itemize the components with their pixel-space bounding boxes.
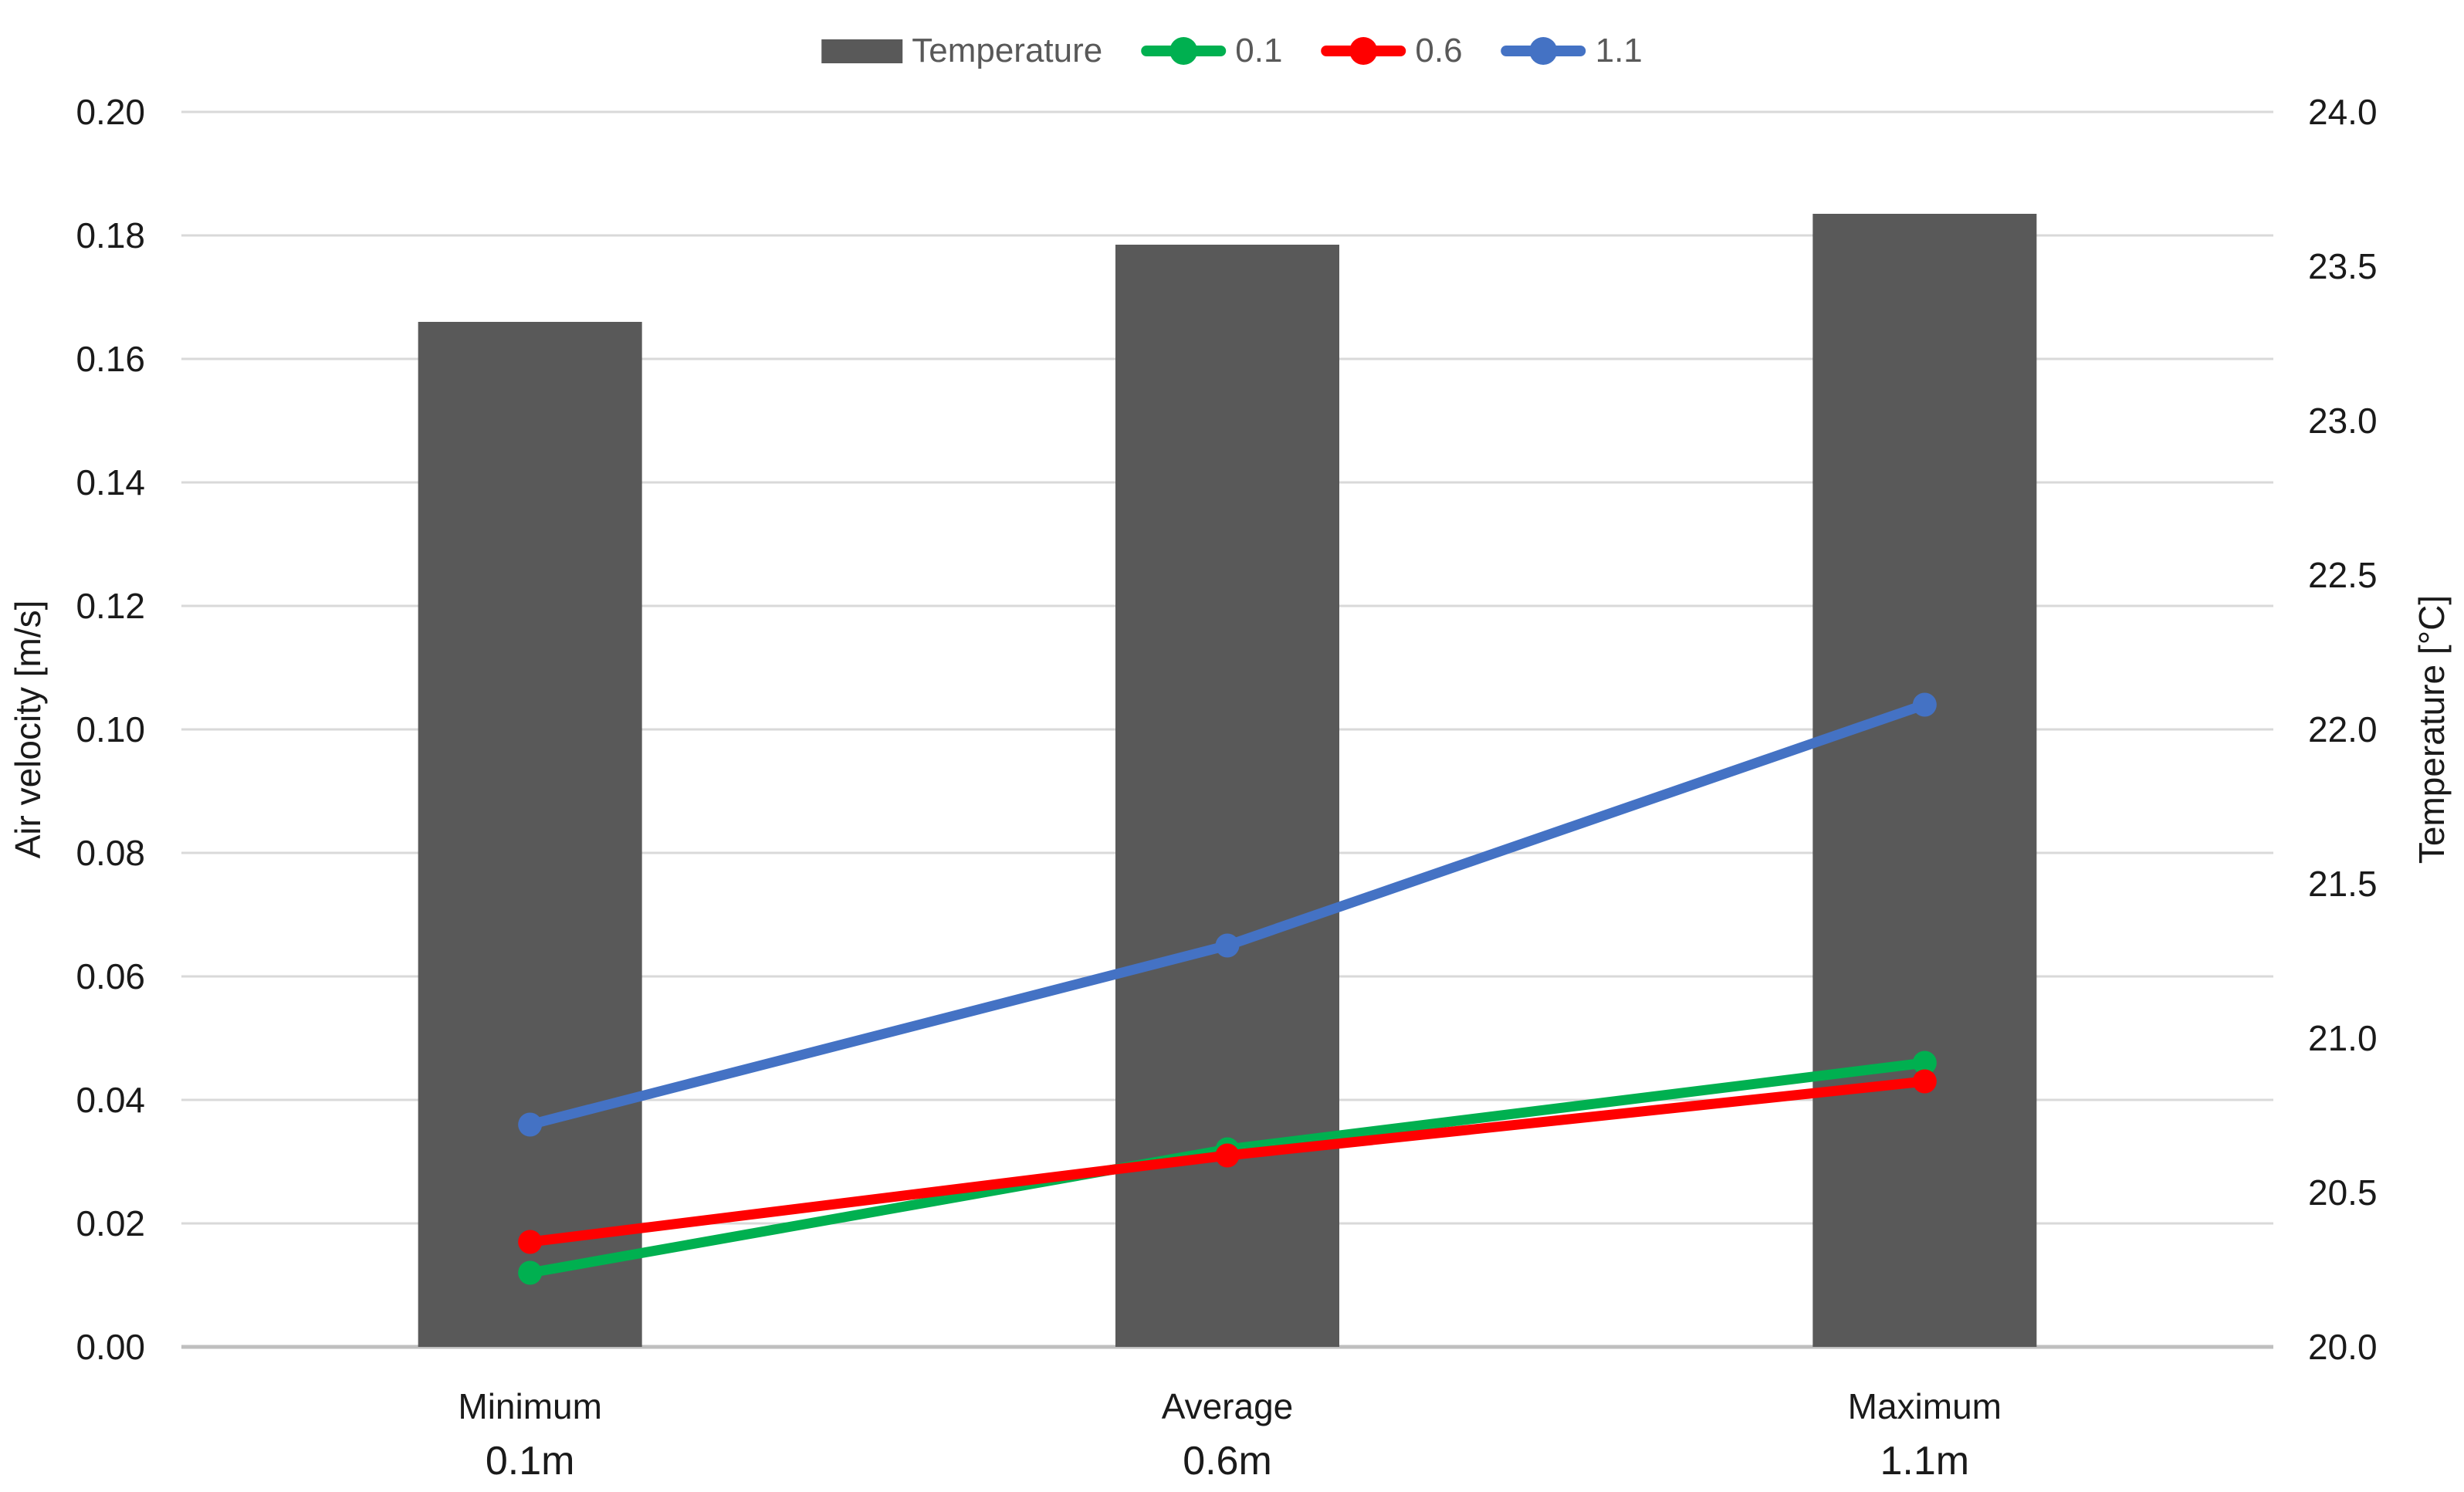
right-axis-tick-label: 21.5: [2308, 864, 2378, 904]
point-1.1-maximum: [1912, 692, 1937, 717]
bar-temperature-maximum: [1812, 214, 2037, 1347]
legend-label-temperature: Temperature: [912, 32, 1103, 69]
legend-dot-0: [1169, 37, 1198, 65]
right-axis-tick-label: 22.5: [2308, 555, 2378, 595]
left-axis-tick-label: 0.06: [76, 956, 145, 996]
legend-dot-1: [1349, 37, 1378, 65]
legend-label-series-0-1: 0.1: [1235, 32, 1283, 69]
category-label: Minimum: [458, 1386, 602, 1426]
left-axis-tick-label: 0.08: [76, 833, 145, 873]
left-axis-title: Air velocity [m/s]: [8, 600, 48, 859]
point-0.6-maximum: [1912, 1069, 1937, 1094]
point-1.1-average: [1215, 933, 1240, 958]
point-0.6-minimum: [518, 1230, 543, 1254]
left-axis-tick-label: 0.10: [76, 709, 145, 749]
legend-label-series-0-6: 0.6: [1415, 32, 1463, 69]
legend-item-series-0-6: 0.6: [1321, 32, 1463, 69]
bar-temperature-minimum: [418, 322, 642, 1347]
legend-item-series-0-1: 0.1: [1141, 34, 1282, 68]
point-0.1-minimum: [518, 1260, 543, 1285]
left-axis-tick-label: 0.16: [76, 339, 145, 379]
category-label: Average: [1162, 1386, 1294, 1426]
legend-label-series-1-1: 1.1: [1595, 32, 1643, 69]
right-axis-tick-label: 20.0: [2308, 1327, 2378, 1367]
left-axis-tick-label: 0.00: [76, 1327, 145, 1367]
right-axis-tick-label: 23.0: [2308, 401, 2378, 441]
point-0.6-average: [1215, 1143, 1240, 1168]
legend-item-series-1-1: 1.1: [1501, 34, 1643, 68]
category-sublabel: 0.6m: [1183, 1439, 1272, 1484]
right-axis-tick-label: 21.0: [2308, 1018, 2378, 1058]
right-axis-tick-label: 24.0: [2308, 92, 2378, 132]
legend-swatch-temperature-icon: [821, 39, 903, 63]
legend-line-1: [1321, 37, 1406, 65]
right-axis-tick-label: 23.5: [2308, 246, 2378, 286]
legend-line-0: [1141, 37, 1227, 65]
category-sublabel: 1.1m: [1880, 1439, 1970, 1484]
right-axis-title: Temperature [°C]: [2412, 594, 2452, 864]
right-axis-tick-label: 20.5: [2308, 1172, 2378, 1213]
left-axis-tick-label: 0.04: [76, 1080, 145, 1120]
right-axis-tick-label: 22.0: [2308, 709, 2378, 749]
point-0.1-maximum: [1912, 1050, 1937, 1075]
legend-item-temperature: Temperature: [821, 34, 1102, 68]
left-axis-tick-label: 0.14: [76, 462, 145, 502]
legend-dot-2: [1529, 37, 1558, 65]
category-sublabel: 0.1m: [486, 1439, 575, 1484]
left-axis-tick-label: 0.18: [76, 215, 145, 255]
bar-temperature-average: [1115, 245, 1339, 1347]
legend-line-2: [1501, 37, 1586, 65]
category-label: Maximum: [1848, 1386, 2002, 1426]
left-axis-tick-label: 0.20: [76, 92, 145, 132]
legend: Temperature 0.1 0.6 1.1: [821, 34, 1643, 68]
point-1.1-minimum: [518, 1112, 543, 1137]
left-axis-tick-label: 0.02: [76, 1203, 145, 1243]
left-axis-tick-label: 0.12: [76, 586, 145, 626]
